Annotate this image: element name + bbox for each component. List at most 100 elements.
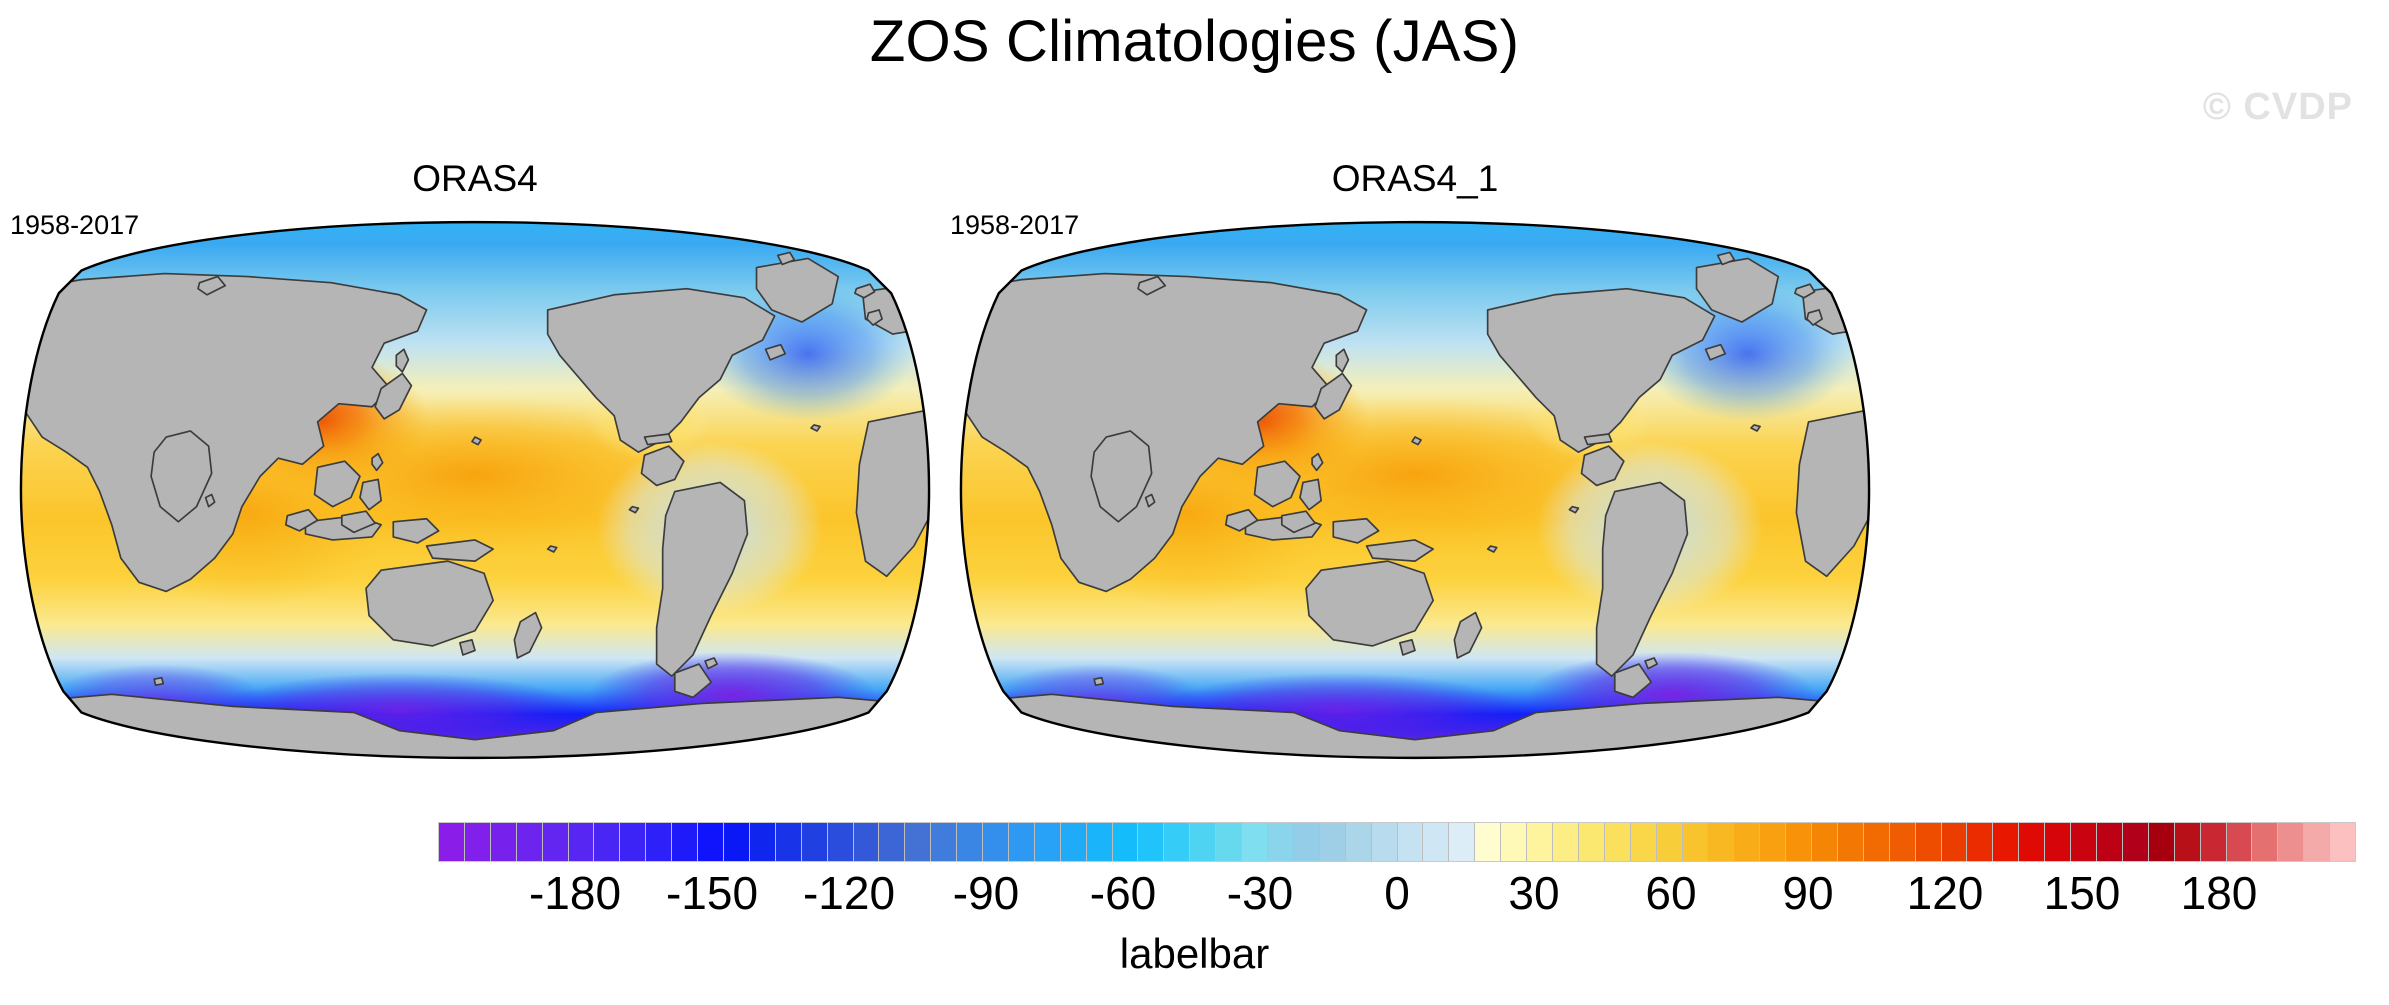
australia xyxy=(365,560,494,647)
new-guinea xyxy=(1365,539,1434,562)
colorbar-cell xyxy=(516,823,543,861)
colorbar-cell xyxy=(542,823,569,861)
colorbar-cell xyxy=(983,823,1009,861)
island-newfoundland xyxy=(764,343,787,361)
australia xyxy=(1305,560,1434,647)
japan xyxy=(1314,372,1353,420)
colorbar xyxy=(438,822,2356,862)
colorbar-axis-label: labelbar xyxy=(1119,930,1270,977)
colorbar-cell xyxy=(698,823,724,861)
colorbar-cell xyxy=(1863,823,1890,861)
colorbar-cell xyxy=(801,823,828,861)
colorbar-cell xyxy=(1734,823,1761,861)
southeast-asia xyxy=(313,460,361,508)
eurasia-africa xyxy=(960,272,1368,593)
panel-period-label: 1958-2017 xyxy=(950,210,1080,240)
map-panel-oras4-1: ORAS4_1 1958-2017 xyxy=(940,158,1890,780)
colorbar-cell xyxy=(749,823,776,861)
island-galapagos xyxy=(628,505,640,514)
new-zealand xyxy=(1453,611,1483,659)
colorbar-cell xyxy=(2226,823,2253,861)
map-panel-oras4: ORAS4 1958-2017 xyxy=(0,158,950,780)
colorbar-cell xyxy=(1812,823,1838,861)
colorbar-cell xyxy=(1682,823,1709,861)
colorbar-cell xyxy=(1449,823,1476,861)
philippines xyxy=(1299,478,1322,511)
island-sakhalin xyxy=(1335,348,1350,373)
island-sri-lanka xyxy=(1144,493,1156,508)
island-novaya-zemlya xyxy=(1137,275,1167,296)
colorbar-cell xyxy=(723,823,750,861)
island-newfoundland xyxy=(1704,343,1727,361)
central-america xyxy=(1580,445,1625,487)
colorbar-cell xyxy=(1552,823,1579,861)
figure-title: ZOS Climatologies (JAS) xyxy=(869,9,1520,74)
island-hawaii xyxy=(471,436,482,446)
colorbar-cell xyxy=(2019,823,2046,861)
colorbar-cell xyxy=(2071,823,2097,861)
island-taiwan xyxy=(1311,452,1324,472)
colorbar-tick: 150 xyxy=(2043,867,2121,919)
globe-map xyxy=(940,210,1890,770)
panel-period-label: 1958-2017 xyxy=(10,210,140,240)
colorbar-cell xyxy=(2097,823,2123,861)
globe-svg xyxy=(959,220,1871,760)
colorbar-cell xyxy=(1915,823,1942,861)
colorbar-cell xyxy=(1941,823,1968,861)
island-novaya-zemlya xyxy=(197,275,227,296)
colorbar-cell xyxy=(672,823,699,861)
island-svalbard xyxy=(776,251,796,266)
greenland xyxy=(1695,257,1780,323)
antarctic-peninsula xyxy=(1613,663,1652,699)
colorbar-cell xyxy=(1371,823,1398,861)
colorbar-cell xyxy=(1112,823,1139,861)
colorbar-cell xyxy=(2045,823,2072,861)
island-svalbard xyxy=(1716,251,1736,266)
colorbar-cell xyxy=(1760,823,1787,861)
colorbar-cell xyxy=(1397,823,1424,861)
island-iceland xyxy=(854,283,876,299)
colorbar-tick: 90 xyxy=(1782,867,1834,919)
colorbar-cell xyxy=(1656,823,1683,861)
colorbar-cell xyxy=(620,823,647,861)
colorbar-cell xyxy=(1138,823,1165,861)
island-sumatra xyxy=(1224,508,1259,532)
globe-svg xyxy=(19,220,931,760)
colorbar-tick: 30 xyxy=(1508,867,1560,919)
island-sakhalin xyxy=(395,348,410,373)
island-hawaii xyxy=(1411,436,1422,446)
colorbar-cell xyxy=(2304,823,2331,861)
island-taiwan xyxy=(371,452,384,472)
island-falklands xyxy=(704,657,718,670)
colorbar-cell xyxy=(1786,823,1813,861)
colorbar-cell xyxy=(775,823,802,861)
colorbar-cell xyxy=(594,823,621,861)
colorbar-tick: -180 xyxy=(528,867,622,919)
island-falklands xyxy=(1644,657,1658,670)
colorbar-cell xyxy=(1475,823,1502,861)
india-arabia xyxy=(150,430,213,523)
island-kerguelen xyxy=(1093,676,1105,687)
island-uk xyxy=(866,309,883,326)
colorbar-cells xyxy=(438,822,2356,862)
island-uk xyxy=(1806,309,1823,326)
island-azores xyxy=(810,424,821,432)
southeast-asia xyxy=(1253,460,1301,508)
colorbar-cell xyxy=(2148,823,2175,861)
colorbar-cell xyxy=(1190,823,1217,861)
island-tasmania xyxy=(1399,639,1416,656)
africa-east xyxy=(855,408,930,578)
island-sumatra xyxy=(284,508,319,532)
philippines xyxy=(359,478,382,511)
colorbar-tick: 0 xyxy=(1384,867,1410,919)
island-tasmania xyxy=(459,639,476,656)
colorbar-cell xyxy=(853,823,880,861)
island-fiji xyxy=(546,545,558,553)
colorbar-cell xyxy=(1967,823,1994,861)
colorbar-tick: -60 xyxy=(1089,867,1157,919)
colorbar-cell xyxy=(1268,823,1294,861)
colorbar-cell xyxy=(1889,823,1916,861)
island-iceland xyxy=(1794,283,1816,299)
panel-title: ORAS4 xyxy=(412,158,538,199)
